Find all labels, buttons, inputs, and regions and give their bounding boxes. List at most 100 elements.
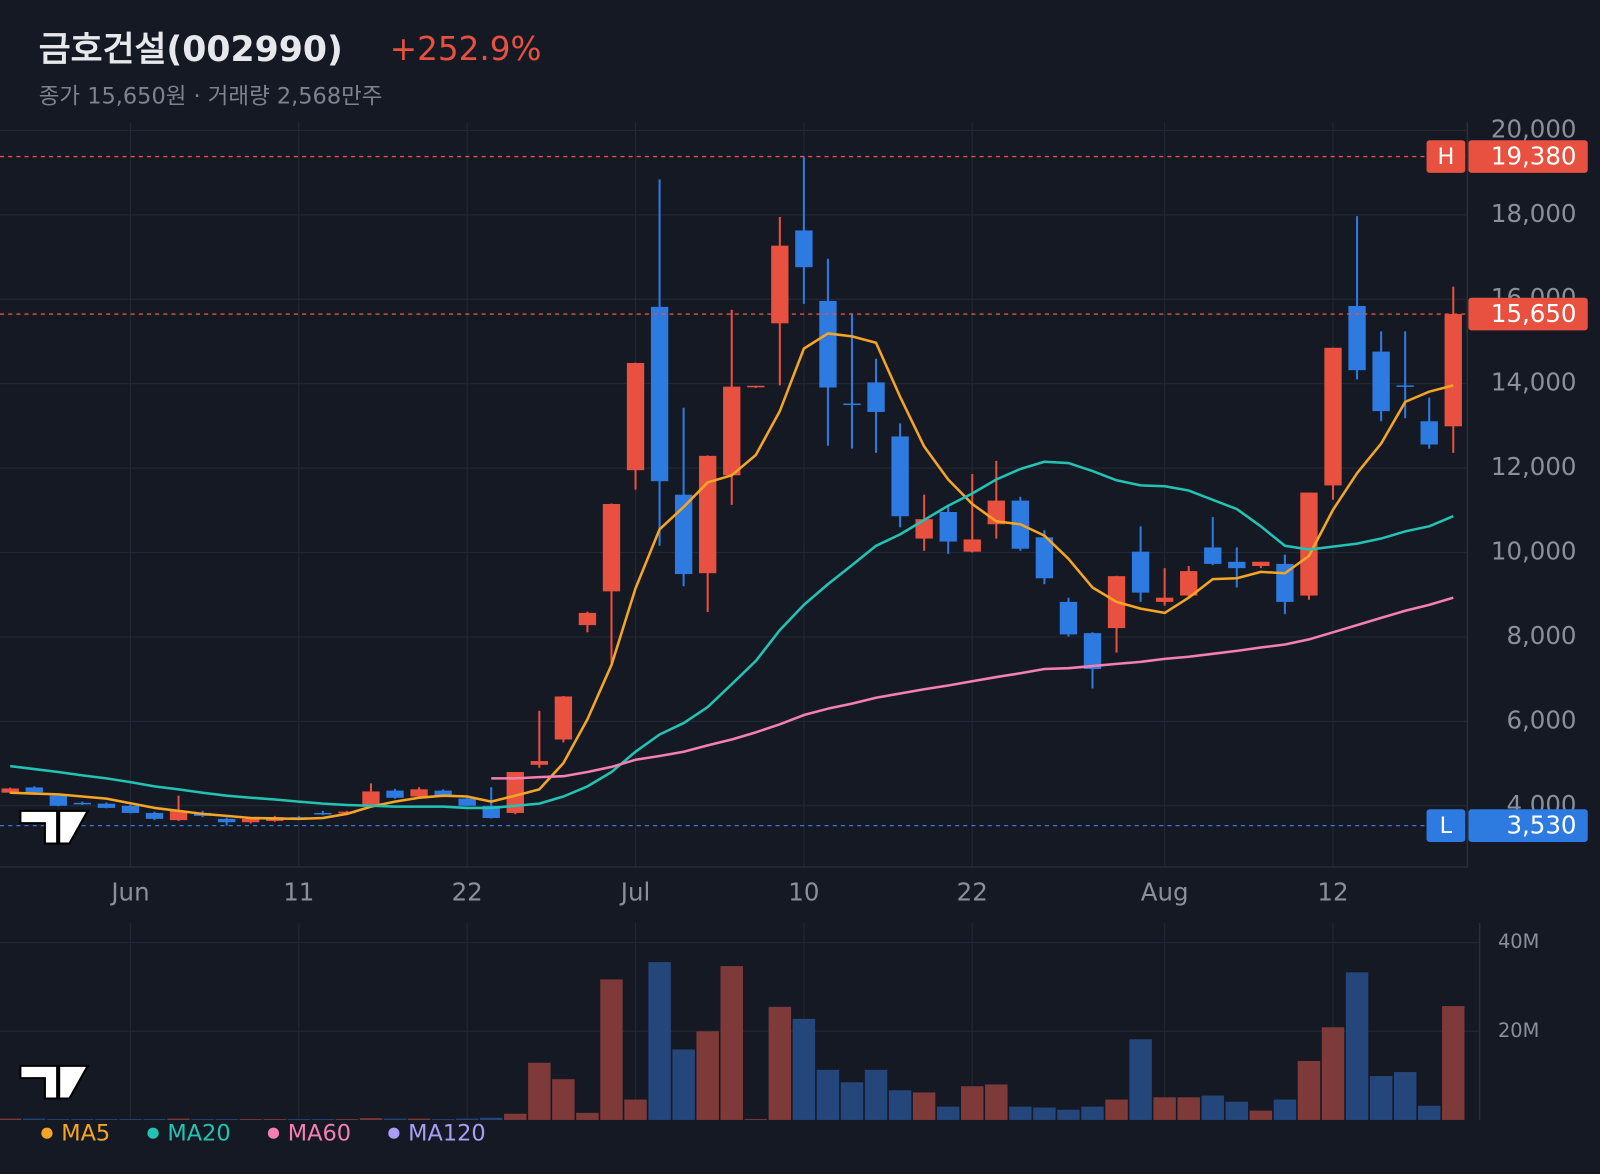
- volume-bar: [936, 1106, 960, 1120]
- candle-body: [386, 790, 404, 798]
- volume-bar: [888, 1090, 912, 1120]
- legend-dot: [41, 1127, 53, 1139]
- candle-body: [602, 503, 621, 592]
- candle-body: [1228, 561, 1246, 569]
- ma-line: [10, 332, 1454, 821]
- volume-bar: [431, 1119, 455, 1120]
- candle-body: [867, 382, 885, 412]
- price-label: 3,530: [1506, 811, 1576, 840]
- price-box: [1468, 809, 1588, 842]
- logo-mark: [19, 1064, 90, 1100]
- volume-bar: [480, 1117, 503, 1120]
- ma-line: [491, 596, 1454, 780]
- volume-bar: [191, 1119, 214, 1120]
- volume-bar: [0, 1118, 22, 1120]
- ma-line: [10, 460, 1454, 810]
- legend-label: MA60: [288, 1121, 351, 1147]
- volume-bar: [1297, 1060, 1321, 1120]
- x-tick-label: 12: [1317, 878, 1348, 907]
- volume-bar: [1009, 1106, 1032, 1120]
- candle-body: [1444, 314, 1462, 427]
- candle-body: [723, 386, 741, 476]
- volume-bar: [1201, 1095, 1224, 1120]
- volume-bar: [47, 1119, 70, 1120]
- candle-body: [699, 455, 717, 574]
- candle-body: [1035, 537, 1054, 579]
- candle-body: [1372, 351, 1390, 412]
- candle-body: [1, 788, 19, 793]
- price-box: [1468, 140, 1588, 173]
- volume-bar: [816, 1069, 840, 1120]
- candle-body: [819, 300, 837, 388]
- logo-mark: [19, 809, 90, 845]
- candle-body: [554, 696, 573, 740]
- price-label: 15,650: [1491, 299, 1577, 328]
- candle-body: [795, 230, 813, 268]
- candle-body: [843, 403, 861, 406]
- candle-body: [73, 802, 92, 805]
- subtitle: 종가 15,650원 · 거래량 2,568만주: [39, 83, 383, 109]
- y-tick-label: 10,000: [1491, 537, 1577, 566]
- marks: [0, 156, 1465, 1120]
- price-tag: H: [1437, 144, 1454, 170]
- volume-bar: [624, 1099, 647, 1120]
- x-tick-label: Jul: [619, 878, 651, 907]
- y-tick-label: 6,000: [1506, 705, 1576, 734]
- legend: MA5 MA20 MA60 MA120: [41, 1121, 486, 1147]
- volume-bar: [552, 1079, 575, 1120]
- y-tick-label: 8,000: [1506, 621, 1576, 650]
- volume-bar: [1129, 1039, 1152, 1120]
- price-tag-box: [1426, 809, 1466, 842]
- candle-body: [1420, 421, 1438, 445]
- candle-body: [242, 818, 260, 823]
- candle-body: [506, 772, 524, 813]
- price-tag: L: [1440, 813, 1453, 839]
- volume-bar: [287, 1119, 311, 1120]
- candle-body: [963, 539, 981, 552]
- volume-bar: [1153, 1097, 1176, 1120]
- candle-body: [49, 795, 67, 806]
- volume-bar: [71, 1119, 94, 1120]
- y-tick-label: 20,000: [1491, 114, 1577, 143]
- candle-body: [217, 818, 236, 823]
- x-tick-label: Jun: [109, 878, 149, 907]
- candle-body: [434, 790, 452, 796]
- overlay: 19,380 H 15,650 3,530 L: [0, 140, 1588, 842]
- price-tag-box: [1426, 140, 1466, 173]
- volume-bar: [1393, 1072, 1417, 1120]
- candle-body: [362, 791, 380, 805]
- volume-bar: [1369, 1076, 1393, 1120]
- volume-bar: [23, 1118, 46, 1120]
- volume-bar: [311, 1119, 335, 1120]
- volume-bar: [1057, 1109, 1080, 1120]
- volume-bar: [1321, 1027, 1345, 1120]
- volume-bar: [744, 1119, 768, 1120]
- candle-body: [121, 805, 140, 813]
- volume-bar: [383, 1118, 407, 1120]
- candle-body: [145, 812, 164, 819]
- volume-bar: [648, 962, 671, 1120]
- legend-label: MA20: [167, 1121, 230, 1147]
- volume-bar: [1345, 972, 1369, 1120]
- candle-body: [674, 494, 693, 575]
- candle-body: [530, 761, 548, 765]
- volume-bar: [1081, 1106, 1104, 1120]
- volume-bar: [504, 1113, 527, 1120]
- legend-label: MA5: [61, 1121, 110, 1147]
- volume-bar: [528, 1062, 551, 1120]
- y-tick-label: 12,000: [1491, 452, 1577, 481]
- volume-bar: [985, 1084, 1008, 1120]
- x-tick-label: 11: [283, 878, 314, 907]
- volume-bar: [864, 1069, 888, 1120]
- candle-body: [410, 789, 428, 797]
- candle-body: [1180, 571, 1198, 596]
- volume-bar: [335, 1119, 359, 1120]
- volume-bar: [1033, 1107, 1056, 1120]
- volume-bar: [119, 1119, 142, 1120]
- stock-title: 금호건설(002990): [39, 30, 343, 70]
- volume-bar: [912, 1092, 936, 1120]
- candle-body: [25, 787, 43, 793]
- y-tick-label: 14,000: [1491, 368, 1577, 397]
- candle-body: [338, 811, 356, 814]
